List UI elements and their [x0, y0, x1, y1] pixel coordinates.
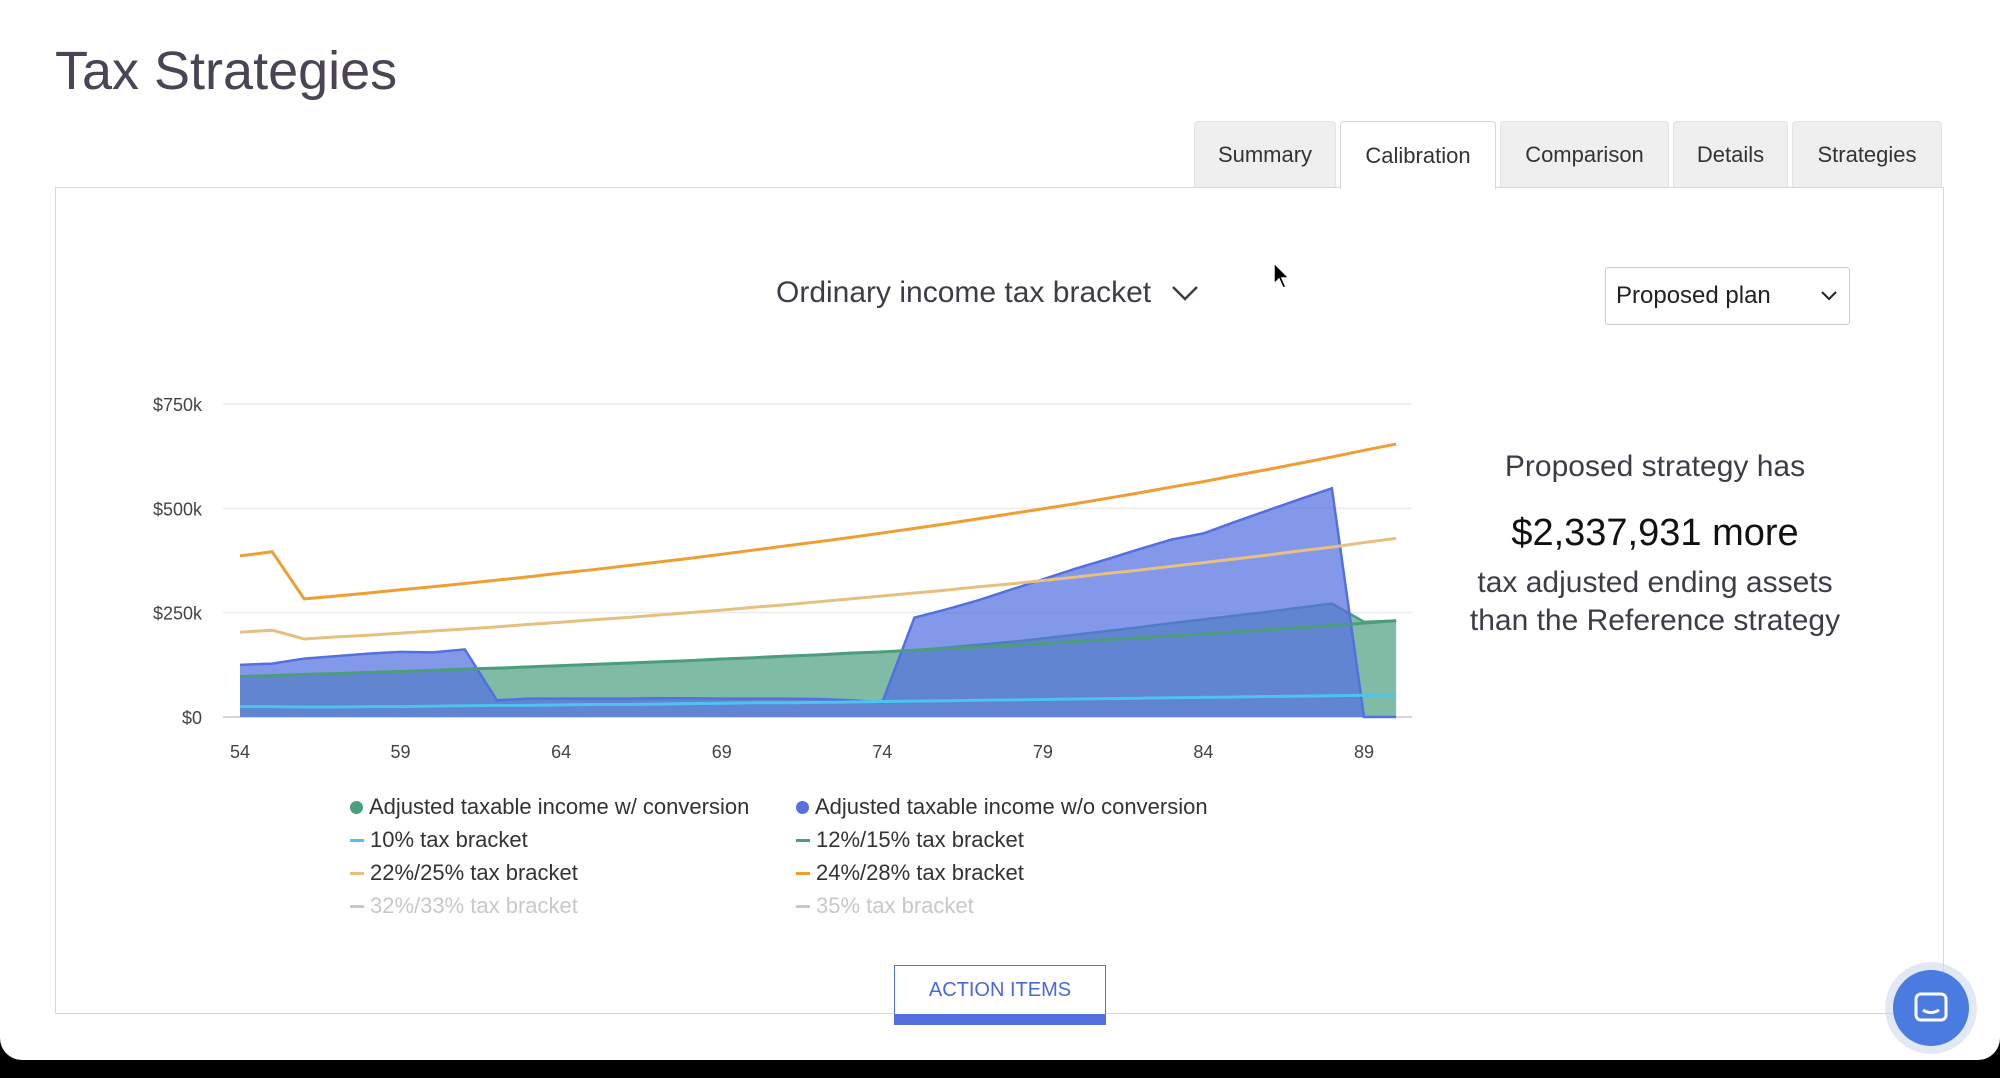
tab-details[interactable]: Details — [1673, 121, 1788, 188]
plan-select[interactable]: Proposed plan — [1605, 267, 1850, 325]
green-dot-icon — [350, 800, 363, 814]
plan-select-value: Proposed plan — [1616, 282, 1771, 309]
line-10-tax-bracket — [240, 693, 1397, 709]
line-22-25-tax-bracket — [239, 536, 1397, 641]
legend-24-28-bracket[interactable]: 24%/28% tax bracket — [796, 860, 1024, 886]
mouse-cursor-icon — [1273, 262, 1291, 289]
legend-label: 32%/33% tax bracket — [370, 893, 578, 918]
chat-icon — [1914, 992, 1948, 1022]
tab-comparison[interactable]: Comparison — [1500, 121, 1669, 188]
dash-icon — [796, 871, 810, 875]
summary-line3: than the Reference strategy — [1469, 604, 1841, 637]
legend-label: 35% tax bracket — [816, 893, 974, 918]
x-tick-label: 54 — [230, 742, 250, 762]
metric-dropdown[interactable]: Ordinary income tax bracket — [776, 276, 1199, 310]
line-12-15-tax-bracket — [239, 619, 1397, 679]
x-tick-label: 89 — [1354, 742, 1374, 762]
dash-icon — [350, 871, 364, 875]
chevron-down-icon — [1172, 286, 1199, 301]
area-without-conversion-outline — [239, 486, 1397, 719]
legend-32-33-bracket[interactable]: 32%/33% tax bracket — [350, 893, 578, 919]
legend-label: 12%/15% tax bracket — [816, 827, 1024, 852]
x-tick-label: 59 — [391, 742, 411, 762]
chevron-down-icon — [1821, 291, 1837, 301]
y-tick-label: $750k — [153, 395, 203, 415]
legend-label: Adjusted taxable income w/ conversion — [369, 794, 750, 819]
line-24-28-tax-bracket — [239, 442, 1397, 601]
dash-icon — [796, 838, 810, 842]
y-tick-label: $0 — [182, 708, 202, 728]
chat-button[interactable] — [1893, 970, 1969, 1046]
x-tick-label: 69 — [712, 742, 732, 762]
legend-12-15-bracket[interactable]: 12%/15% tax bracket — [796, 827, 1024, 853]
dash-icon — [350, 838, 364, 842]
x-tick-label: 74 — [872, 742, 892, 762]
page-title: Tax Strategies — [55, 41, 398, 101]
dash-icon — [796, 904, 810, 908]
legend-label: 22%/25% tax bracket — [370, 860, 578, 885]
summary-line2: tax adjusted ending assets — [1477, 566, 1833, 599]
legend-35-bracket[interactable]: 35% tax bracket — [796, 893, 974, 919]
x-tick-label: 79 — [1033, 742, 1053, 762]
y-tick-label: $500k — [153, 499, 203, 519]
dash-icon — [350, 904, 364, 908]
legend-with-conversion[interactable]: Adjusted taxable income w/ conversion — [350, 794, 749, 820]
metric-dropdown-label: Ordinary income tax bracket — [776, 276, 1152, 309]
area-without-conversion — [240, 488, 1397, 717]
summary-line1: Proposed strategy has — [1504, 450, 1806, 483]
tab-strategies[interactable]: Strategies — [1792, 121, 1942, 188]
legend-22-25-bracket[interactable]: 22%/25% tax bracket — [350, 860, 578, 886]
tab-summary[interactable]: Summary — [1194, 121, 1336, 188]
legend-label: Adjusted taxable income w/o conversion — [815, 794, 1208, 819]
action-items-button[interactable]: ACTION ITEMS — [894, 965, 1106, 1025]
legend-without-conversion[interactable]: Adjusted taxable income w/o conversion — [796, 794, 1208, 820]
legend-label: 10% tax bracket — [370, 827, 528, 852]
x-tick-label: 64 — [551, 742, 571, 762]
y-tick-label: $250k — [153, 604, 203, 624]
blue-dot-icon — [796, 800, 809, 814]
legend-label: 24%/28% tax bracket — [816, 860, 1024, 885]
legend-10-bracket[interactable]: 10% tax bracket — [350, 827, 528, 853]
tab-calibration[interactable]: Calibration — [1340, 121, 1496, 189]
x-tick-label: 84 — [1193, 742, 1213, 762]
summary-amount: $2,337,931 more — [1511, 512, 1799, 554]
